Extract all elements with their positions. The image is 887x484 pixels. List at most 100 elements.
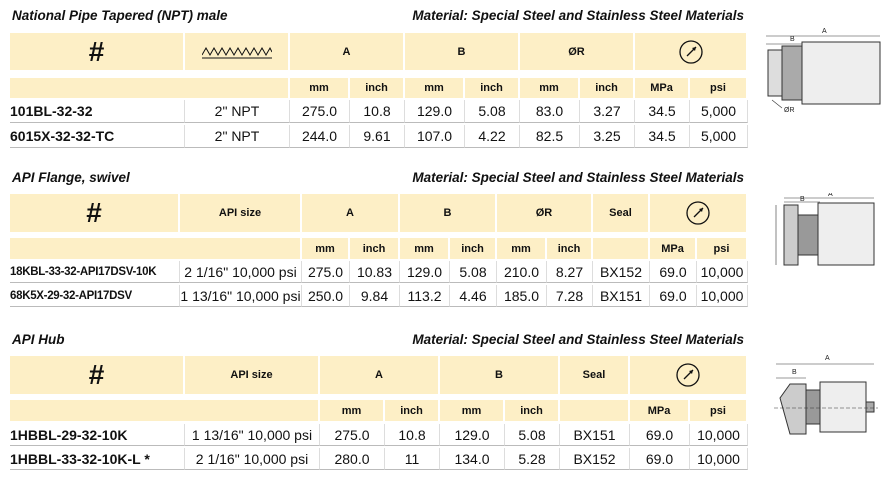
header-cell: A [302, 194, 398, 232]
data-cell: 2" NPT [185, 125, 290, 148]
data-cell: 10,000 [690, 448, 748, 470]
data-cell: BX151 [593, 285, 650, 307]
header-cell: Seal [593, 194, 648, 232]
data-cell: 275.0 [320, 424, 385, 446]
part-number: 1HBBL-33-32-10K-L * [10, 448, 185, 470]
unit-cell: inch [580, 78, 633, 98]
data-cell: 69.0 [630, 424, 690, 446]
data-cell: BX151 [560, 424, 630, 446]
unit-cell: inch [350, 78, 403, 98]
data-cell: 69.0 [650, 285, 697, 307]
section-title: API Flange, swivel [12, 170, 130, 185]
unit-cell: mm [320, 400, 383, 421]
header-cell: B [405, 33, 518, 70]
pressure-icon [635, 33, 746, 70]
drawing-label: A [822, 28, 827, 35]
unit-cell: mm [497, 238, 545, 259]
data-cell: 69.0 [650, 261, 697, 283]
unit-cell: MPa [650, 238, 695, 259]
data-cell: 280.0 [320, 448, 385, 470]
data-cell: 107.0 [405, 125, 465, 148]
data-cell: 5.08 [505, 424, 560, 446]
data-cell: 10.83 [350, 261, 400, 283]
data-cell: 185.0 [497, 285, 547, 307]
data-cell: 8.27 [547, 261, 593, 283]
data-cell: 83.0 [520, 100, 580, 123]
unit-cell: mm [520, 78, 578, 98]
header-cell: ØR [520, 33, 633, 70]
section-title: National Pipe Tapered (NPT) male [12, 8, 228, 23]
header-cell: API size [185, 356, 318, 394]
unit-cell [185, 78, 288, 98]
part-number: 68K5X-29-32-API17DSV [10, 285, 180, 307]
unit-cell: inch [450, 238, 495, 259]
header-cell: Seal [560, 356, 628, 394]
data-cell: 5.08 [450, 261, 497, 283]
header-cell: A [320, 356, 438, 394]
unit-cell: psi [697, 238, 746, 259]
drawing: A B ØR [766, 28, 881, 114]
data-cell: 9.84 [350, 285, 400, 307]
unit-cell: inch [385, 400, 438, 421]
data-cell: 210.0 [497, 261, 547, 283]
data-cell: 275.0 [290, 100, 350, 123]
data-cell: 5,000 [690, 100, 748, 123]
data-cell: 9.61 [350, 125, 405, 148]
unit-cell [560, 400, 628, 421]
unit-cell [10, 78, 185, 98]
unit-cell: inch [505, 400, 558, 421]
data-cell: 129.0 [405, 100, 465, 123]
drawing-label: B [792, 369, 797, 376]
unit-cell [185, 400, 318, 421]
data-cell: 3.27 [580, 100, 635, 123]
drawing-label: A [825, 355, 830, 362]
data-cell: 5.28 [505, 448, 560, 470]
data-cell: BX152 [593, 261, 650, 283]
header-cell: API size [180, 194, 300, 232]
data-cell: 5,000 [690, 125, 748, 148]
header-cell: # [10, 33, 183, 70]
data-cell: 2 1/16" 10,000 psi [185, 448, 320, 470]
unit-cell: mm [405, 78, 463, 98]
data-cell: 244.0 [290, 125, 350, 148]
drawing: AB [775, 193, 875, 266]
unit-cell: mm [302, 238, 348, 259]
data-cell: 4.46 [450, 285, 497, 307]
unit-cell: mm [440, 400, 503, 421]
data-cell: 1 13/16" 10,000 psi [180, 285, 302, 307]
data-cell: 2" NPT [185, 100, 290, 123]
header-cell: # [10, 356, 183, 394]
header-cell: B [440, 356, 558, 394]
part-number: 6015X-32-32-TC [10, 125, 185, 148]
part-number: 101BL-32-32 [10, 100, 185, 123]
unit-cell: mm [290, 78, 348, 98]
unit-cell: inch [465, 78, 518, 98]
header-cell: # [10, 194, 178, 232]
drawing-label: A [828, 193, 833, 198]
material-note: Material: Special Steel and Stainless St… [412, 170, 744, 185]
data-cell: 10.8 [385, 424, 440, 446]
unit-cell: inch [350, 238, 398, 259]
data-cell: 129.0 [400, 261, 450, 283]
unit-cell: MPa [635, 78, 688, 98]
data-cell: 5.08 [465, 100, 520, 123]
data-cell: 129.0 [440, 424, 505, 446]
unit-cell [180, 238, 300, 259]
pressure-icon [650, 194, 746, 232]
data-cell: 69.0 [630, 448, 690, 470]
unit-cell: mm [400, 238, 448, 259]
data-cell: 4.22 [465, 125, 520, 148]
data-cell: 3.25 [580, 125, 635, 148]
section-title: API Hub [12, 332, 65, 347]
data-cell: 11 [385, 448, 440, 470]
drawing-label: ØR [784, 107, 795, 114]
header-cell: B [400, 194, 495, 232]
fitting-drawing: A B ØR [760, 28, 885, 118]
unit-cell: MPa [630, 400, 688, 421]
unit-cell: inch [547, 238, 591, 259]
data-cell: 10,000 [690, 424, 748, 446]
data-cell: 7.28 [547, 285, 593, 307]
data-cell: 250.0 [302, 285, 350, 307]
